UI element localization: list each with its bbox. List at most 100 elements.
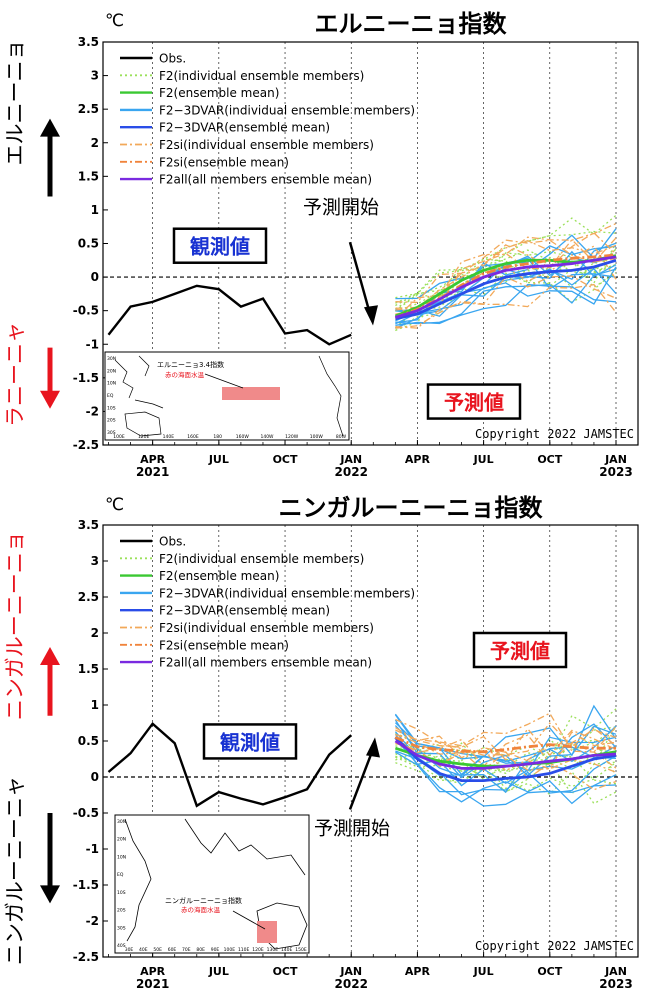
map-lat-label: EQ — [117, 872, 124, 878]
copyright: Copyright 2022 JAMSTEC — [475, 427, 634, 441]
obs-label-box — [172, 227, 268, 264]
ensemble-member-line — [395, 268, 617, 326]
map-lat-label: 20N — [117, 837, 126, 843]
obs-label-box — [202, 723, 298, 760]
y-tick-label: 3.5 — [78, 518, 99, 532]
legend-entry: F2(ensemble mean) — [159, 569, 279, 583]
map-lon-label: 120E — [138, 434, 150, 440]
map-lon-label: 120W — [285, 434, 299, 440]
legend-entry: F2−3DVAR(ensemble mean) — [159, 121, 330, 135]
map-coastline-asia — [184, 818, 306, 876]
obs-label: 観測値 — [190, 235, 250, 259]
legend-entry: F2−3DVAR(individual ensemble members) — [159, 103, 415, 117]
y-tick-label: -1 — [86, 337, 99, 351]
map-lon-label: 80E — [196, 947, 205, 953]
down-arrow-head — [40, 390, 60, 409]
legend-entry: F2si(individual ensemble members) — [159, 138, 374, 152]
unit-label: ℃ — [105, 495, 124, 515]
map-lon-label: 150E — [295, 947, 307, 953]
ensemble-member-line — [395, 751, 617, 807]
ensemble-mean-line — [394, 736, 616, 754]
y-tick-label: 3.5 — [78, 35, 99, 49]
map-lat-label: 30N — [117, 819, 126, 825]
forecast-start-arrow — [348, 751, 374, 810]
map-lon-label: 40E — [139, 947, 148, 953]
y-tick-label: -1.5 — [73, 878, 99, 892]
side-label-top: エルニーニョ — [3, 39, 27, 165]
map-title: エルニーニョ3.4指数 — [157, 360, 224, 369]
forecast-start-label: 予測開始 — [303, 196, 379, 218]
x-tick-year: 2021 — [136, 465, 169, 479]
map-subtitle: 赤の海面水温 — [181, 905, 221, 914]
map-coastline-americas — [318, 355, 344, 437]
ensemble-member-line — [394, 238, 617, 319]
ensemble-member-line — [395, 725, 617, 772]
x-tick-year: 2022 — [335, 977, 368, 991]
x-tick-label: JUL — [473, 965, 494, 978]
x-tick-label: JUL — [473, 453, 494, 466]
map-lon-label: 140E — [281, 947, 293, 953]
map-lon-label: 100W — [310, 434, 324, 440]
map-lon-label: 130E — [267, 947, 279, 953]
x-tick-label: JUL — [208, 965, 229, 978]
y-tick-label: 2 — [91, 136, 99, 150]
x-tick-year: 2023 — [599, 977, 632, 991]
y-tick-label: 1 — [91, 203, 99, 217]
forecast-label: 予測値 — [444, 391, 504, 415]
legend-entry: Obs. — [159, 52, 186, 66]
map-pointer — [204, 373, 244, 389]
side-label-top: ニンガルーニーニョ — [3, 531, 27, 720]
x-tick-label: JAN — [604, 965, 627, 978]
map-pointer — [232, 910, 266, 930]
legend-entry: F2(individual ensemble members) — [159, 69, 364, 83]
x-tick-label: JUL — [208, 453, 229, 466]
x-tick-label: OCT — [273, 965, 298, 978]
map-lat-label: EQ — [107, 393, 114, 399]
y-tick-label: 2.5 — [78, 590, 99, 604]
ensemble-member-line — [395, 230, 617, 299]
ensemble-member-line — [395, 266, 617, 325]
ensemble-member-line — [395, 240, 617, 317]
map-lat-label: 40S — [117, 943, 126, 949]
map-lon-label: 180 — [213, 434, 222, 440]
map-lon-label: 110E — [238, 947, 250, 953]
legend-entry: F2si(ensemble mean) — [159, 155, 289, 169]
x-tick-label: JAN — [339, 453, 362, 466]
ensemble-member-line — [394, 261, 617, 329]
legend-entry: F2si(ensemble mean) — [159, 638, 289, 652]
legend: Obs. F2(individual ensemble members) F2(en… — [120, 52, 415, 187]
legend-entry: F2(individual ensemble members) — [159, 552, 364, 566]
x-tick-label: APR — [140, 453, 166, 466]
y-tick-label: -2.5 — [73, 950, 99, 964]
legend-entry: Obs. — [159, 535, 186, 549]
map-lat-label: 30S — [117, 925, 126, 931]
ensemble-member-line — [395, 733, 617, 773]
y-tick-label: 3 — [91, 554, 99, 568]
x-tick-label: JAN — [604, 453, 627, 466]
ensemble-member-line — [395, 283, 617, 329]
x-tick-label: APR — [405, 965, 431, 978]
side-label-bottom: ラニーニャ — [3, 322, 27, 427]
legend-entry: F2(ensemble mean) — [159, 86, 279, 100]
x-tick-label: OCT — [273, 453, 298, 466]
y-tick-label: -2 — [86, 914, 99, 928]
forecast-start-arrow — [348, 241, 372, 315]
map-lon-label: 100E — [224, 947, 236, 953]
ensemble-mean-line — [394, 736, 617, 782]
y-tick-label: -2 — [86, 404, 99, 418]
ensemble-mean-line — [394, 255, 617, 319]
map-lon-label: 140E — [163, 434, 175, 440]
y-tick-label: -0.5 — [73, 806, 99, 820]
map-coastline — [114, 355, 164, 437]
map-lon-label: 70E — [182, 947, 191, 953]
unit-label: ℃ — [105, 11, 124, 31]
ensemble-member-line — [395, 248, 617, 312]
ensemble-mean-line — [394, 739, 617, 770]
map-lon-label: 50E — [153, 947, 162, 953]
map-lat-label: 10S — [117, 890, 126, 896]
ensemble-member-line — [395, 712, 617, 753]
